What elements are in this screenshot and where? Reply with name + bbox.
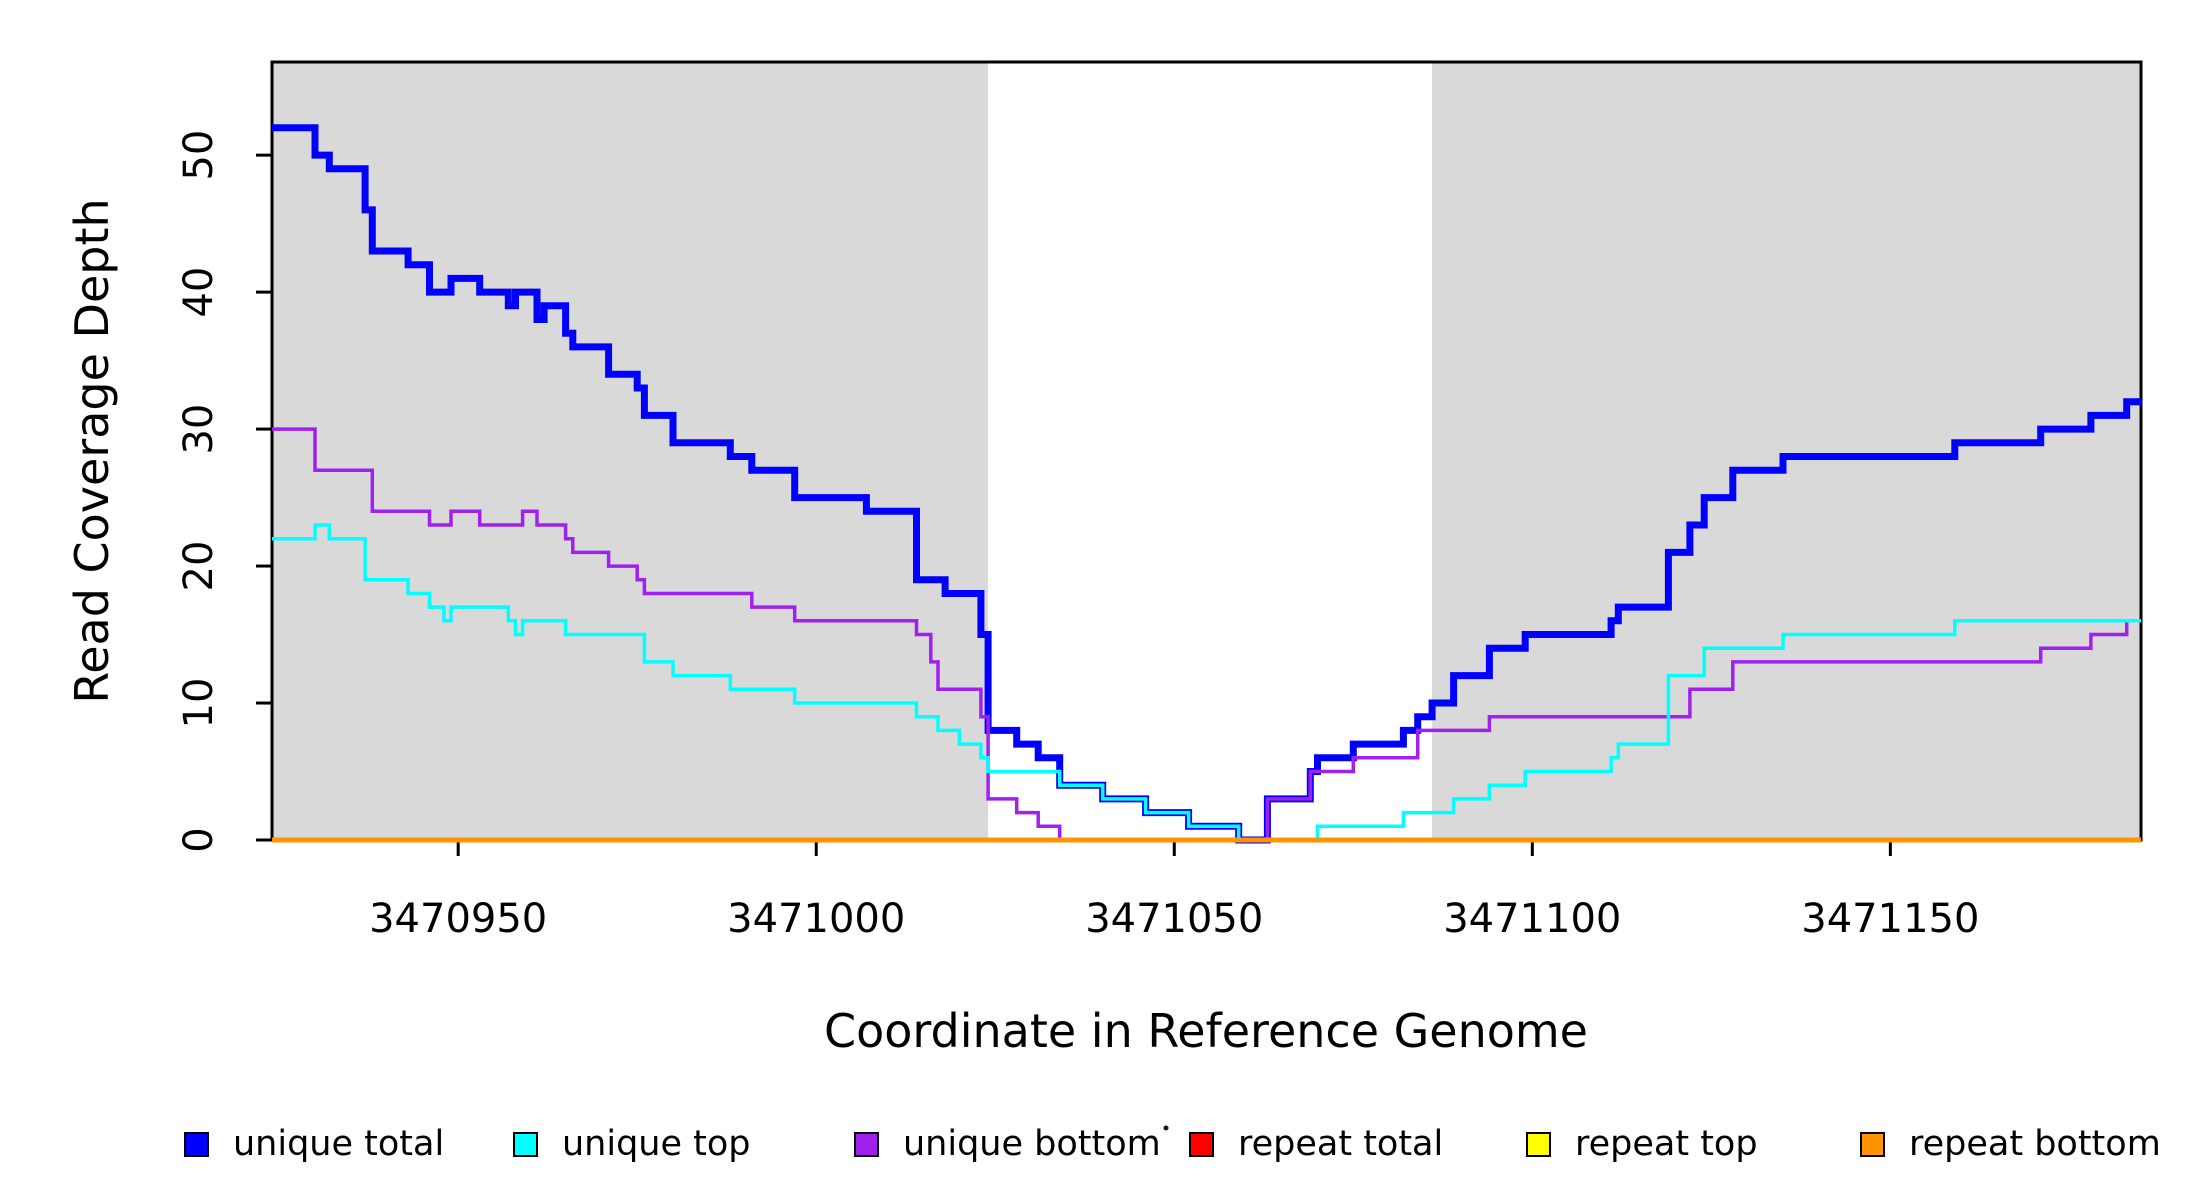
y-tick-label: 50: [176, 130, 222, 181]
shaded-region-right-repeat-flank: [1432, 62, 2141, 840]
legend-label: repeat total: [1238, 1124, 1444, 1164]
legend-label: repeat bottom: [1909, 1124, 2161, 1164]
stray-dot: [1163, 1125, 1169, 1131]
y-tick-label: 10: [176, 678, 222, 729]
legend-label: unique top: [562, 1124, 751, 1164]
series-unique-bottom: [272, 427, 2141, 842]
x-tick-label: 3471150: [1801, 896, 1979, 942]
legend-item-repeat-total: repeat total: [1189, 1118, 1443, 1170]
legend-swatch-unique-top: [513, 1131, 538, 1157]
x-tick-label: 3470950: [369, 896, 547, 942]
y-axis-tick-labels: 0 10 20 30 40 50: [176, 130, 222, 853]
x-tick-label: 3471000: [727, 896, 905, 942]
legend: unique total unique top unique bottom re…: [0, 1118, 2200, 1170]
legend-label: unique total: [233, 1124, 445, 1164]
legend-label: repeat top: [1575, 1124, 1758, 1164]
y-tick-label: 30: [176, 404, 222, 455]
x-tick-label: 3471100: [1443, 896, 1621, 942]
legend-item-repeat-bottom: repeat bottom: [1860, 1118, 2161, 1170]
shaded-region-left-repeat-flank: [272, 62, 989, 840]
y-tick-label: 0: [176, 827, 222, 852]
legend-label: unique bottom: [903, 1124, 1161, 1164]
annotations: [1163, 1125, 1169, 1131]
legend-swatch-repeat-bottom: [1860, 1131, 1885, 1157]
legend-swatch-repeat-total: [1189, 1131, 1214, 1157]
x-tick-label: 3471050: [1085, 896, 1263, 942]
series-unique-total: [272, 124, 2141, 844]
legend-item-repeat-top: repeat top: [1526, 1118, 1758, 1170]
series-paths: [272, 124, 2141, 844]
x-axis-tick-labels: 3470950 3471000 3471050 3471100 3471150: [369, 896, 1979, 942]
legend-item-unique-total: unique total: [184, 1118, 444, 1170]
shaded-regions: [272, 62, 2141, 840]
y-tick-label: 40: [176, 267, 222, 318]
y-axis-title: Read Coverage Depth: [65, 198, 119, 703]
x-axis-title: Coordinate in Reference Genome: [824, 1004, 1588, 1058]
y-tick-label: 20: [176, 541, 222, 592]
legend-item-unique-bottom: unique bottom: [854, 1118, 1161, 1170]
legend-swatch-unique-bottom: [854, 1131, 879, 1157]
legend-item-unique-top: unique top: [513, 1118, 751, 1170]
series-unique-top: [272, 523, 2141, 842]
legend-swatch-repeat-top: [1526, 1131, 1551, 1157]
axis-ticks: [256, 153, 1892, 856]
legend-swatch-unique-total: [184, 1131, 209, 1157]
